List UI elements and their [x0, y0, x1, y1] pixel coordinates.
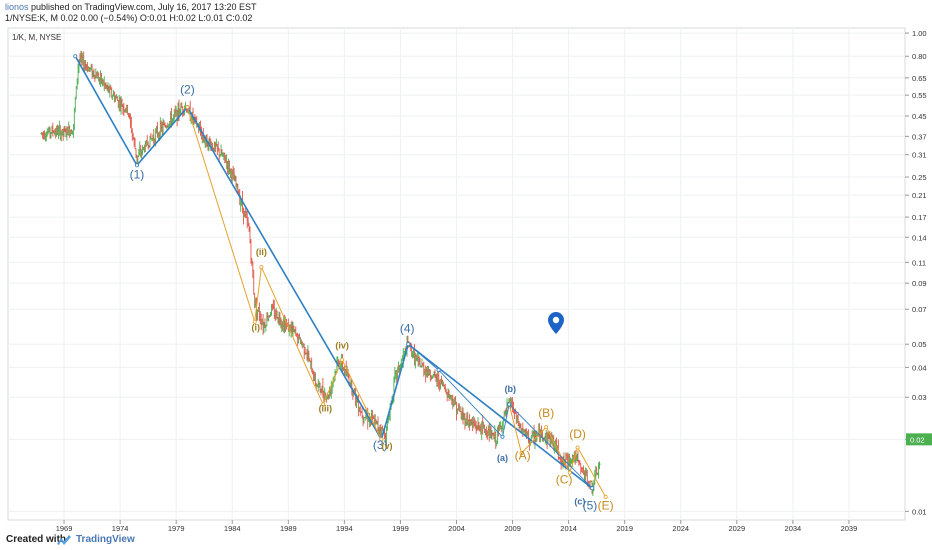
y-tick-label: 0.55: [912, 91, 927, 100]
x-tick-label: 1999: [392, 524, 409, 533]
y-tick-label: 0.80: [912, 52, 927, 61]
wave-node: [406, 342, 411, 347]
x-tick-label: 1969: [56, 524, 73, 533]
y-tick-label: 0.04: [912, 363, 927, 372]
wave-node: [259, 265, 264, 270]
chart-header: lionos published on TradingView.com, Jul…: [0, 0, 932, 26]
x-tick-label: 2009: [504, 524, 521, 533]
y-tick-label: 0.14: [912, 233, 927, 242]
wave-line: [186, 107, 382, 440]
wave-line: [508, 404, 607, 498]
wave-node: [185, 105, 190, 110]
location-pin-icon: [548, 312, 564, 339]
y-tick-label: 0.25: [912, 173, 927, 182]
x-tick-label: 1984: [224, 524, 241, 533]
wave-label: (B): [538, 406, 554, 420]
publish-info: published on TradingView.com, July 16, 2…: [31, 2, 257, 12]
y-tick-label: 0.07: [912, 305, 927, 314]
x-tick-label: 1989: [280, 524, 297, 533]
x-tick-label: 2004: [448, 524, 465, 533]
wave-label: (4): [400, 321, 415, 335]
x-tick-label: 2019: [616, 524, 633, 533]
author-link[interactable]: lionos: [5, 2, 29, 12]
y-tick-label: 0.09: [912, 279, 927, 288]
x-tick-label: 1974: [112, 524, 129, 533]
wave-node: [575, 445, 580, 450]
wave-node: [340, 357, 345, 362]
wave-label: (A): [515, 448, 531, 462]
wave-node: [134, 163, 139, 168]
x-tick-label: 2024: [672, 524, 689, 533]
x-tick-label: 2014: [560, 524, 577, 533]
y-tick-label: 0.37: [912, 132, 927, 141]
wave-label: (D): [569, 427, 586, 441]
y-tick-label: 0.65: [912, 74, 927, 83]
price-badge: [906, 433, 932, 446]
y-tick-label: 0.03: [912, 393, 927, 402]
ohlc-bars: [40, 50, 601, 497]
wave-label: (i): [252, 323, 261, 333]
footer: Created with TradingView: [0, 530, 932, 550]
wave-label: (1): [130, 167, 145, 181]
y-tick-label: 0.01: [912, 507, 927, 516]
y-tick-label: 0.17: [912, 213, 927, 222]
x-tick-label: 1979: [168, 524, 185, 533]
y-tick-label: 0.11: [912, 258, 926, 267]
wave-label: (5): [583, 498, 598, 512]
wave-label: (3): [373, 438, 388, 452]
tradingview-brand-link[interactable]: TradingView: [76, 534, 135, 545]
wave-node: [321, 402, 326, 407]
wave-label: (C): [556, 472, 573, 486]
y-tick-label: 0.21: [912, 191, 927, 200]
wave-node: [507, 402, 512, 407]
wave-label: (c): [574, 496, 585, 506]
y-tick-label: 1.00: [912, 29, 927, 38]
wave-label: (b): [505, 384, 517, 394]
price-badge-label: 0.02: [910, 435, 925, 444]
wave-node: [379, 437, 384, 442]
publish-line: lionos published on TradingView.com, Jul…: [5, 2, 257, 13]
x-tick-label: 2034: [785, 524, 802, 533]
wave-label: (2): [180, 82, 195, 96]
x-tick-label: 2029: [728, 524, 745, 533]
wave-label: (iii): [319, 403, 333, 413]
symbol-ohlc-line: 1/NYSE:K, M 0.02 0.00 (−0.54%) O:0.01 H:…: [5, 13, 253, 23]
wave-label: (v): [381, 441, 392, 451]
wave-node: [500, 434, 505, 439]
wave-node: [436, 367, 441, 372]
wave-node: [519, 451, 524, 456]
y-tick-label: 0.31: [912, 151, 927, 160]
wave-node: [603, 494, 608, 499]
y-tick-label: 0.45: [912, 112, 927, 121]
wave-node: [252, 319, 257, 324]
wave-node: [567, 470, 572, 475]
x-tick-label: 1994: [336, 524, 353, 533]
x-tick-label: 2039: [841, 524, 858, 533]
created-with-label: Created with: [6, 534, 67, 545]
wave-label: (a): [497, 453, 508, 463]
wave-node: [590, 486, 595, 491]
tradingview-logo-icon: [56, 534, 72, 549]
chart-title: 1/K, M, NYSE: [12, 33, 61, 42]
wave-node: [544, 425, 549, 430]
wave-node: [73, 54, 78, 59]
wave-label: (E): [598, 498, 614, 512]
wave-label: (iv): [335, 340, 349, 350]
wave-label: (ii): [256, 247, 267, 257]
y-tick-label: 0.05: [912, 340, 927, 349]
